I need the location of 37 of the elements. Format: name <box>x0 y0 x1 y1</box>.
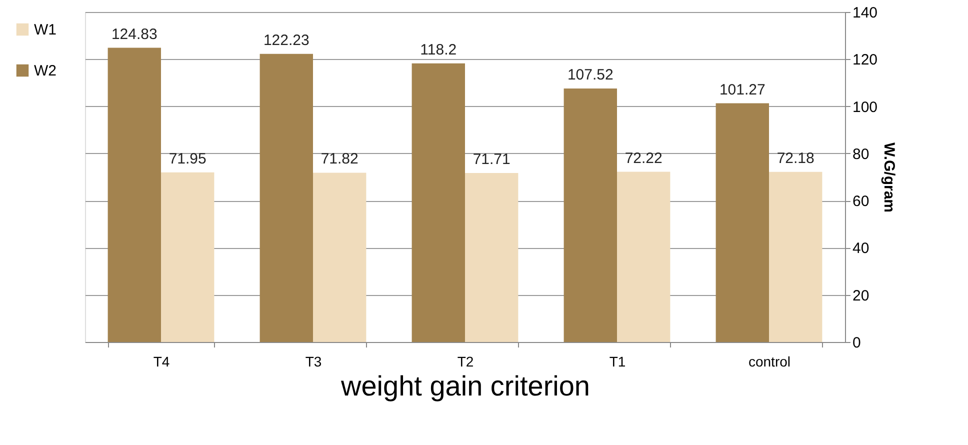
x-tick-label: control <box>748 354 791 370</box>
y-tick-label: 120 <box>852 52 878 69</box>
data-label: 101.27 <box>719 81 766 98</box>
data-label: 122.23 <box>263 32 310 49</box>
data-label: 72.22 <box>624 150 662 167</box>
y-axis-title: W.G/gram <box>880 142 898 213</box>
data-label: 71.82 <box>320 150 358 168</box>
bar <box>161 172 214 342</box>
x-tick-label: T4 <box>153 354 170 370</box>
bar <box>617 172 670 342</box>
bar <box>716 103 769 342</box>
bar <box>260 54 313 342</box>
x-tick-label: T1 <box>609 354 626 370</box>
bar <box>465 172 518 342</box>
data-label: 107.52 <box>567 66 614 84</box>
y-tick-label: 20 <box>852 287 870 304</box>
y-tick-label: 40 <box>852 240 870 258</box>
y-tick-label: 80 <box>852 146 870 163</box>
bar <box>564 88 617 342</box>
y-tick-label: 60 <box>852 193 870 210</box>
data-label: 118.2 <box>420 41 457 58</box>
data-label: 71.95 <box>168 150 206 168</box>
bar <box>108 48 161 342</box>
y-tick-label: 100 <box>852 98 878 116</box>
y-tick-label: 0 <box>852 334 861 352</box>
data-label: 72.18 <box>776 150 814 167</box>
bar <box>769 172 822 342</box>
bar <box>313 172 366 342</box>
x-tick-label: T3 <box>305 354 322 370</box>
x-tick-label: T2 <box>457 354 474 370</box>
y-tick-label: 140 <box>852 4 878 22</box>
bar <box>412 63 465 342</box>
x-axis-title: weight gain criterion <box>340 370 590 402</box>
data-label: 71.71 <box>472 150 510 168</box>
legend-label: W1 <box>34 22 56 38</box>
data-label: 124.83 <box>111 26 158 43</box>
legend-label: W2 <box>34 62 56 80</box>
